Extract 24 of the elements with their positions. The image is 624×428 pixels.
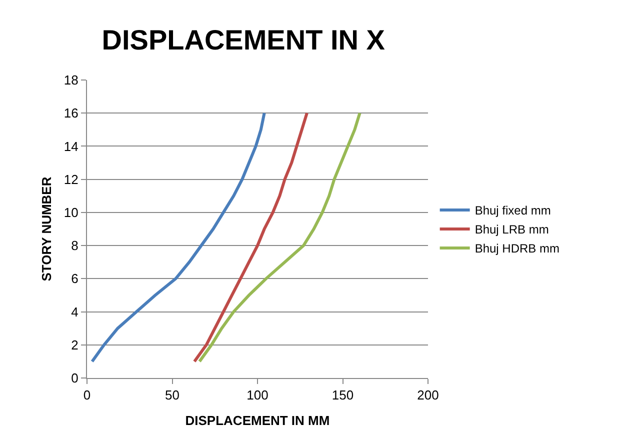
y-tick-label: 16 (64, 106, 78, 121)
legend-label: Bhuj HDRB mm (474, 242, 560, 256)
y-tick-label: 12 (64, 172, 78, 187)
x-tick-label: 50 (165, 388, 180, 403)
line-series (192, 112, 308, 363)
y-tick-label: 2 (71, 337, 78, 352)
x-tick-label: 150 (332, 388, 354, 403)
line-series (198, 112, 362, 363)
line-series (90, 112, 266, 363)
y-tick-label: 18 (64, 72, 78, 88)
chart-title: DISPLACEMENT IN X (102, 24, 386, 56)
y-tick-label: 6 (71, 271, 78, 286)
x-tick-label: 200 (417, 388, 439, 403)
x-tick-label: 100 (246, 388, 268, 403)
y-tick-label: 0 (71, 370, 78, 386)
y-tick-label: 8 (71, 238, 78, 254)
legend-label: Bhuj fixed mm (474, 204, 551, 218)
y-axis-title: STORY NUMBER (39, 176, 54, 282)
x-tick-label: 0 (83, 388, 91, 403)
x-axis-title: DISPLACEMENT IN MM (185, 413, 330, 428)
y-tick-label: 10 (64, 204, 78, 220)
y-tick-label: 4 (71, 304, 78, 320)
legend-label: Bhuj LRB mm (474, 222, 549, 237)
y-tick-label: 14 (64, 138, 78, 154)
